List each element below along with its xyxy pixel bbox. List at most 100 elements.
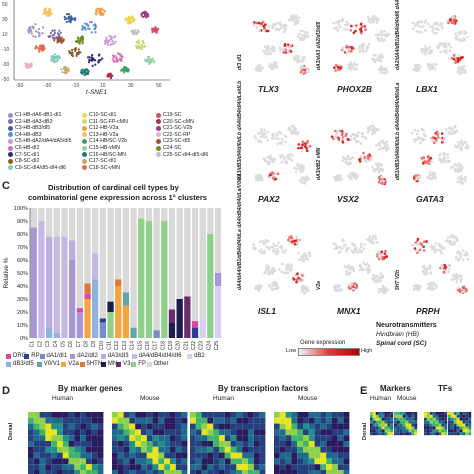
neurotransmitters-title: Neurotransmitters (376, 322, 437, 329)
cluster-label: C24-SC (163, 145, 182, 151)
cluster-legend-item: C25-SC-dI4-dI5-dI6 (156, 152, 208, 158)
gene-tsne-map (253, 124, 312, 185)
expression-legend-title: Gene expression (300, 340, 346, 346)
tsne-cluster-blob (151, 26, 160, 34)
bar-segment (84, 293, 91, 299)
cluster-color-dot (156, 138, 161, 144)
bar-legend-label: Other (153, 361, 169, 367)
cluster-label: C14-HB/SC-V2b (89, 138, 128, 145)
expression-high-label: High (361, 348, 373, 354)
bar-legend-label: DRG (13, 353, 27, 359)
y-tick-label: 50% (17, 271, 28, 277)
x-tick-label: C9 (91, 341, 97, 348)
bar-segment (61, 236, 68, 338)
cluster-label: C10-SC-dI1 (89, 112, 117, 118)
cluster-legend-item: C22-SC-RP (156, 132, 190, 138)
tsne-x-label: t-SNE1 (86, 89, 107, 96)
bar-segment (99, 318, 106, 323)
gene-name-label: ISL1 (258, 306, 276, 316)
bar-segment (145, 221, 153, 338)
cluster-color-dot (156, 132, 161, 138)
tsne-cluster-blob (94, 7, 106, 17)
cluster-legend-item: C6-HB-dI2 (8, 145, 40, 151)
bar-legend-item: dA1/dI1 (39, 353, 68, 359)
x-tick-label: C19 (168, 341, 174, 350)
tsne-cluster-blob (68, 47, 82, 58)
bar-segment (99, 322, 106, 338)
tsne-cluster-blob (42, 7, 53, 17)
cluster-color-dot (82, 145, 87, 151)
bar-segment (107, 301, 114, 312)
expression-legend: Gene expression Low High Neurotransmitte… (286, 322, 474, 382)
cluster-label: C17-SC-dI1 (89, 158, 117, 165)
bar-legend-item: V0/V1 (36, 361, 61, 367)
bar-legend-label: dA1/dI1 (46, 353, 68, 359)
bar-segment (99, 208, 106, 319)
cluster-color-dot (156, 119, 161, 125)
bar-legend-swatch (6, 353, 11, 359)
cluster-color-dot (8, 152, 13, 158)
tsne-y-tick: 30 (2, 17, 8, 23)
tsne-y-tick: -50 (2, 77, 9, 83)
cluster-legend-item: C13-HB-V2a (82, 132, 118, 138)
cluster-legend-item: C7-SC-dI1 (8, 152, 40, 158)
gene-tsne-map (411, 14, 469, 76)
cluster-color-dot (8, 125, 13, 131)
heatmap-block (274, 412, 350, 474)
bar-legend-label: RP (31, 353, 40, 359)
bar-segment (138, 218, 145, 338)
cluster-color-dot (156, 112, 161, 118)
x-tick-label: C3 (45, 341, 51, 348)
tsne-y-tick: 10 (2, 32, 8, 38)
bar-legend-label: MN (107, 361, 118, 367)
bar-segment (184, 296, 191, 338)
bar-segment (38, 221, 45, 338)
bar-segment (207, 234, 214, 338)
y-tick-label: 30% (17, 297, 28, 303)
panel-e-mouse: Mouse (397, 395, 417, 402)
tsne-cluster-blob (120, 65, 130, 74)
cluster-label: C23-SC-dI5 (163, 138, 191, 145)
bar-legend-label: dA4/dB4/dI4/dI6 (138, 353, 182, 359)
cluster-color-dot (8, 165, 13, 171)
bar-legend-swatch (79, 361, 85, 367)
cluster-color-dot (82, 158, 87, 164)
panel-e-heatmaps (370, 412, 472, 436)
bar-segment (161, 221, 168, 338)
bar-segment (199, 208, 206, 320)
cluster-legend-item: C15-HB-vMN (82, 145, 120, 151)
bar-segment (92, 279, 99, 338)
cluster-label: C22-SC-RP (163, 131, 191, 138)
x-tick-label: C1 (30, 341, 36, 348)
gene-tsne-map (410, 124, 470, 185)
bar-segment (214, 273, 222, 286)
cluster-label: C7-SC-dI1 (15, 151, 40, 158)
panel-d-mouse-1: Mouse (140, 395, 160, 402)
y-axis-label: Relative % (3, 257, 10, 288)
cluster-legend-item: C24-SC (156, 145, 181, 151)
cluster-legend-item: C2-HB-dA3-dB3 (8, 119, 52, 125)
tsne-x-tick: 10 (100, 83, 106, 89)
expression-gradient (298, 348, 360, 356)
heatmap-block (448, 412, 472, 436)
cluster-color-dot (82, 138, 87, 144)
panel-d-dorsal-label: Dorsal (8, 422, 14, 440)
cluster-legend-item: C12-HB-V2a (82, 125, 118, 131)
bar-legend-label: V0/V1 (43, 361, 61, 367)
bar-segment (161, 208, 168, 221)
gene-name-label: VSX2 (337, 194, 359, 204)
cluster-color-dot (82, 152, 87, 158)
heatmap-block (190, 412, 266, 474)
bar-segment (84, 299, 91, 338)
gene-tsne-map (332, 234, 390, 295)
cluster-legend-item: C18-SC-vMN (82, 165, 120, 171)
y-tick-label: 20% (17, 310, 28, 316)
hindbrain-label: Hindbrain (HB) (376, 331, 419, 338)
x-tick-label: C6 (68, 341, 74, 348)
bar-legend-label: dB2 (194, 353, 205, 359)
gene-tsne-map (332, 14, 391, 75)
tsne-x-tick: 30 (128, 83, 134, 89)
gene-cell-type-label: dA2/dA4/dB1/dB4/dI4/dI6 dA4/dI4/dI6/dLa/… (395, 0, 401, 70)
y-tick-label: 100% (14, 206, 28, 212)
tsne-cluster-blob (124, 15, 136, 25)
